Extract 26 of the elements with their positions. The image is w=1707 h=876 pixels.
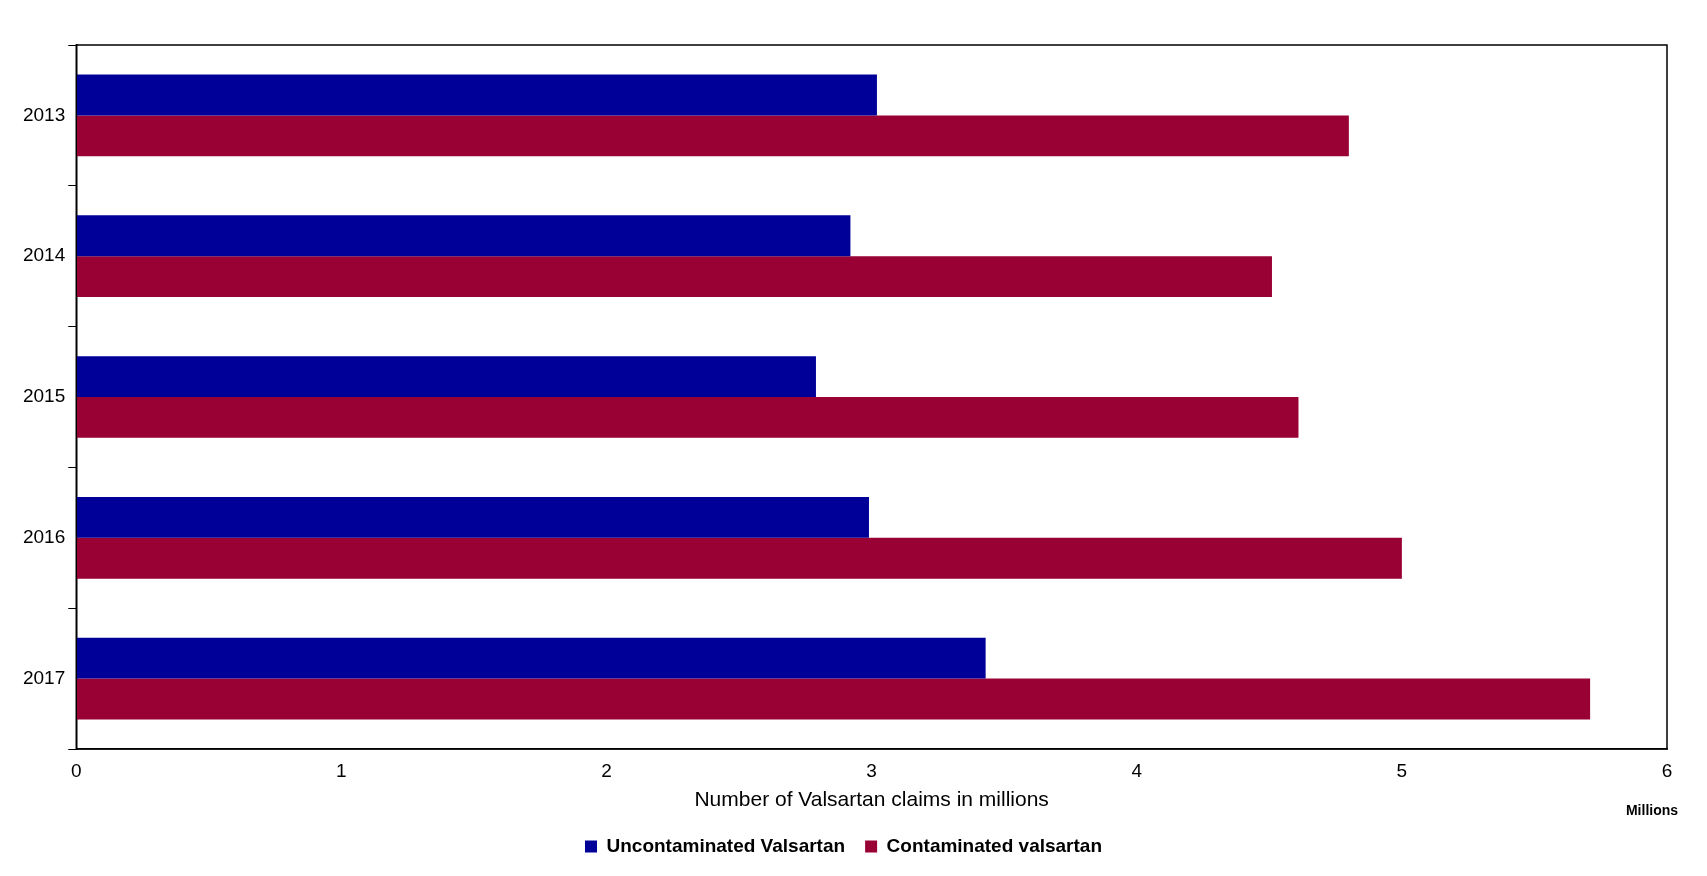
bar [76, 215, 851, 257]
bar [76, 115, 1349, 157]
bar [76, 678, 1591, 720]
bar [76, 537, 1402, 579]
bar [76, 356, 816, 397]
x-tick-label: 6 [1661, 759, 1673, 781]
x-tick-label: 1 [336, 759, 347, 781]
bar [76, 397, 1299, 438]
y-tick-label: 2016 [22, 526, 66, 548]
x-tick-label: 5 [1396, 759, 1408, 781]
x-tick-label: 2 [601, 759, 612, 781]
bar [76, 256, 1272, 298]
y-tick-label: 2015 [22, 385, 66, 407]
y-tick-label: 2014 [22, 244, 66, 266]
x-axis-title: Number of Valsartan claims in millions [694, 787, 1049, 811]
x-tick-label: 3 [866, 759, 877, 781]
y-tick-label: 2013 [22, 103, 66, 125]
bar [76, 74, 877, 116]
legend-label: Contaminated valsartan [886, 834, 1103, 856]
bar [76, 496, 869, 538]
legend-label: Uncontaminated Valsartan [606, 834, 846, 856]
x-tick-label: 4 [1131, 759, 1143, 781]
x-tick-label: 0 [70, 759, 82, 781]
text: Millions [1625, 801, 1679, 818]
bar [76, 637, 986, 679]
y-tick-label: 2017 [22, 666, 66, 688]
